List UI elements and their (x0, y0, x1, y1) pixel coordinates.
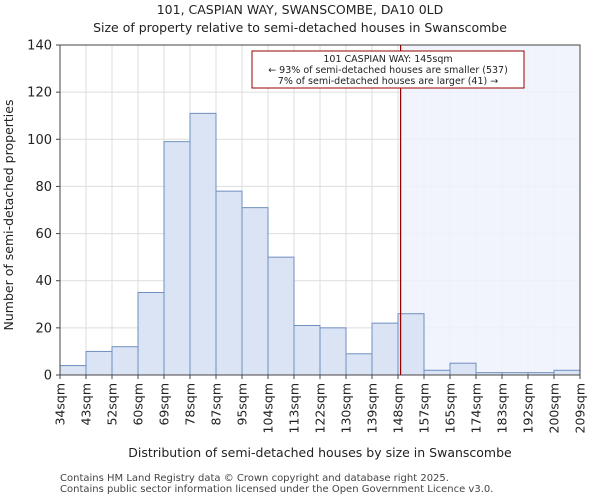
annotation-line-3: 7% of semi-detached houses are larger (4… (278, 76, 498, 87)
y-tick-label-140: 140 (27, 39, 52, 54)
y-tick-label-100: 100 (27, 133, 52, 148)
bar-43sqm (85, 350, 113, 376)
x-tick-label-183sqm: 183sqm (495, 383, 510, 433)
x-tick-label-200sqm: 200sqm (547, 383, 562, 433)
y-tick-label-60: 60 (35, 227, 52, 242)
bar-165sqm (449, 362, 477, 376)
x-tick-label-139sqm: 139sqm (365, 383, 380, 433)
y-tick-label-20: 20 (35, 321, 52, 336)
x-tick-label-95sqm: 95sqm (235, 383, 250, 426)
y-tick-label-40: 40 (35, 274, 52, 289)
x-axis-title: Distribution of semi-detached houses by … (128, 445, 512, 460)
x-tick-label-52sqm: 52sqm (105, 383, 120, 426)
x-tick-label-60sqm: 60sqm (131, 383, 146, 426)
bar-34sqm (59, 365, 87, 376)
x-tick-label-104sqm: 104sqm (261, 383, 276, 433)
x-tick-label-130sqm: 130sqm (339, 383, 354, 433)
x-tick-label-192sqm: 192sqm (521, 383, 536, 433)
x-tick-label-157sqm: 157sqm (417, 383, 432, 433)
highlight-region (400, 45, 580, 375)
annotation-line-2: ← 93% of semi-detached houses are smalle… (268, 65, 508, 76)
footer-line-2: Contains public sector information licen… (60, 484, 494, 495)
x-tick-label-78sqm: 78sqm (183, 383, 198, 426)
footer-line-1: Contains HM Land Registry data © Crown c… (60, 473, 449, 484)
x-tick-label-87sqm: 87sqm (209, 383, 224, 426)
x-tick-label-165sqm: 165sqm (443, 383, 458, 433)
bar-78sqm (189, 112, 217, 376)
x-tick-label-34sqm: 34sqm (53, 383, 68, 426)
bar-60sqm (137, 292, 165, 376)
bar-122sqm (319, 327, 347, 376)
x-tick-label-148sqm: 148sqm (391, 383, 406, 433)
x-tick-label-209sqm: 209sqm (573, 383, 588, 433)
bar-69sqm (163, 141, 191, 376)
y-axis-title: Number of semi-detached properties (1, 100, 16, 331)
bar-130sqm (345, 353, 373, 376)
y-tick-label-80: 80 (35, 180, 52, 195)
bar-104sqm (267, 256, 295, 376)
y-tick-label-0: 0 (44, 369, 52, 384)
bar-87sqm (215, 190, 243, 376)
bar-95sqm (241, 207, 269, 376)
x-tick-label-43sqm: 43sqm (79, 383, 94, 426)
annotation-box (251, 50, 525, 89)
annotation-line-1: 101 CASPIAN WAY: 145sqm (323, 54, 452, 65)
bar-200sqm (553, 369, 581, 376)
bar-148sqm (397, 313, 425, 376)
bar-157sqm (423, 369, 451, 376)
bar-113sqm (293, 325, 321, 376)
x-tick-label-122sqm: 122sqm (313, 383, 328, 433)
x-tick-label-174sqm: 174sqm (469, 383, 484, 433)
chart-title: 101, CASPIAN WAY, SWANSCOMBE, DA10 0LD (156, 2, 444, 17)
y-tick-label-120: 120 (27, 86, 52, 101)
x-tick-label-69sqm: 69sqm (157, 383, 172, 426)
bar-139sqm (371, 322, 399, 376)
x-tick-label-113sqm: 113sqm (287, 383, 302, 433)
bar-52sqm (111, 346, 139, 376)
chart-subtitle: Size of property relative to semi-detach… (93, 20, 507, 35)
